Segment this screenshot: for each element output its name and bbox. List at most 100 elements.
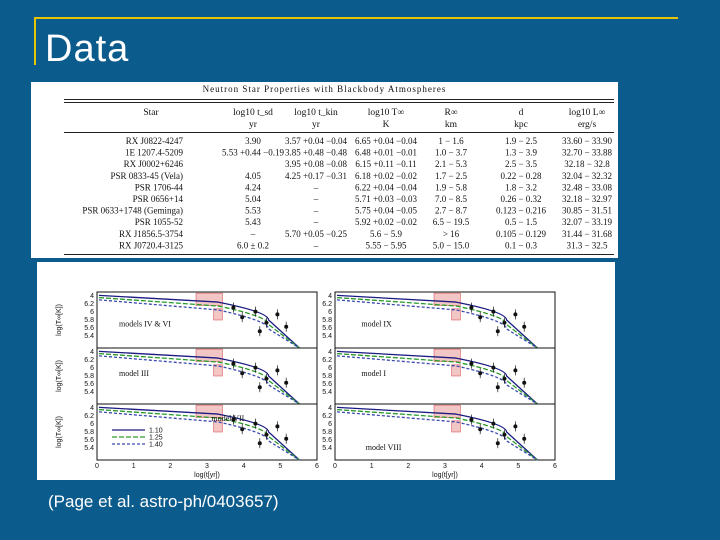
- table-header-3: log10 T∞: [368, 108, 405, 118]
- table-cell-r2-c5: 2.5 − 3.5: [505, 159, 538, 169]
- table-header-6: log10 L∞: [569, 108, 606, 118]
- y-tick-label: 6.2: [322, 301, 332, 308]
- table-header-unit-6: erg/s: [578, 120, 597, 130]
- data-point: [264, 320, 269, 325]
- table-cell-r0-c5: 1.9 − 2.5: [505, 136, 538, 146]
- data-point: [231, 417, 236, 422]
- table-cell-r8-c3: 5.6 − 5.9: [370, 229, 403, 239]
- cooling-curve: [336, 408, 538, 461]
- y-axis-label: log(T∞[K]): [56, 360, 63, 392]
- data-point: [495, 441, 500, 446]
- y-tick-label: 5.8: [322, 317, 332, 324]
- table-cell-r5-c2: –: [313, 194, 319, 204]
- table-cell-r5-c1: 5.04: [245, 194, 261, 204]
- cooling-curve: [98, 355, 300, 405]
- x-tick-label: 6: [553, 463, 557, 470]
- legend-label: 1.25: [149, 435, 163, 442]
- table-cell-r3-c4: 1.7 − 2.5: [435, 171, 468, 181]
- data-point: [253, 309, 258, 314]
- table-cell-r7-c0: PSR 1055-52: [135, 217, 183, 227]
- table-cell-r9-c4: 5.0 − 15.0: [433, 240, 470, 250]
- data-point: [253, 421, 258, 426]
- slide-title: Data: [45, 28, 130, 70]
- table-cell-r0-c6: 33.60 − 33.90: [562, 136, 613, 146]
- plot-panel-5: model VIII 46.265.85.65.4: [322, 403, 556, 461]
- table-cell-r9-c3: 5.55 − 5.95: [365, 240, 407, 250]
- table-rule-bottom: [64, 254, 614, 255]
- table-header-unit-3: K: [383, 120, 390, 130]
- data-point: [513, 424, 518, 429]
- cooling-curve: [98, 352, 300, 405]
- y-tick-label: 5.8: [84, 317, 94, 324]
- x-tick-label: 4: [480, 463, 484, 470]
- table-cell-r8-c2: 5.70 +0.05 −0.25: [285, 229, 347, 239]
- data-point: [240, 315, 245, 320]
- observation-box: [433, 404, 461, 418]
- table-cell-r0-c2: 3.57 +0.04 −0.04: [285, 136, 347, 146]
- y-tick-label: 6.2: [322, 357, 332, 364]
- table-cell-r2-c0: RX J0002+6246: [124, 159, 184, 169]
- y-tick-label: 4: [90, 293, 94, 300]
- table-cell-r1-c6: 32.70 − 33.88: [562, 148, 613, 158]
- y-tick-label: 6: [90, 309, 94, 316]
- table-cell-r1-c5: 1.3 − 3.9: [505, 148, 538, 158]
- table-cell-r9-c0: RX J0720.4-3125: [119, 240, 184, 250]
- data-point: [284, 324, 289, 329]
- data-point: [495, 385, 500, 390]
- table-cell-r5-c6: 32.18 − 32.97: [562, 194, 613, 204]
- x-tick-label: 2: [168, 463, 172, 470]
- table-cell-r8-c1: –: [250, 229, 256, 239]
- data-point: [513, 312, 518, 317]
- data-point: [231, 361, 236, 366]
- panel-label: model III: [119, 369, 149, 378]
- plot-panel-4: model VII 46.265.85.65.4: [84, 403, 318, 461]
- y-tick-label: 6: [90, 365, 94, 372]
- x-tick-label: 5: [516, 463, 520, 470]
- table-cell-r6-c6: 30.85 − 31.51: [562, 206, 612, 216]
- y-tick-label: 5.4: [84, 389, 94, 396]
- data-point: [264, 376, 269, 381]
- cooling-curve: [336, 352, 538, 405]
- y-tick-label: 5.4: [84, 445, 94, 452]
- observation-box: [451, 308, 461, 321]
- x-tick-label: 4: [242, 463, 246, 470]
- plot-panel-2: model III 46.265.85.65.4: [84, 347, 318, 405]
- x-tick-label: 3: [205, 463, 209, 470]
- table-cell-r4-c4: 1.9 − 5.8: [435, 182, 468, 192]
- table-rule-header: [64, 132, 614, 133]
- y-tick-label: 5.8: [322, 373, 332, 380]
- table-cell-r4-c6: 32.48 − 33.08: [562, 182, 613, 192]
- data-point: [231, 305, 236, 310]
- x-tick-label: 1: [132, 463, 136, 470]
- data-point: [502, 376, 507, 381]
- x-tick-label: 0: [333, 463, 337, 470]
- data-point: [240, 427, 245, 432]
- table-title: Neutron Star Properties with Blackbody A…: [202, 84, 447, 94]
- table-cell-r3-c1: 4.05: [245, 171, 261, 181]
- data-point: [513, 368, 518, 373]
- table-cell-r9-c6: 31.3 − 32.5: [566, 240, 608, 250]
- table-cell-r8-c4: > 16: [443, 229, 460, 239]
- table-cell-r4-c0: PSR 1706-44: [135, 182, 184, 192]
- data-point: [257, 441, 262, 446]
- y-tick-label: 4: [328, 293, 332, 300]
- observation-box: [195, 348, 223, 362]
- table-cell-r4-c1: 4.24: [245, 182, 261, 192]
- data-point: [522, 436, 527, 441]
- y-tick-label: 5.6: [84, 325, 94, 332]
- data-point: [495, 329, 500, 334]
- data-point: [502, 320, 507, 325]
- table-cell-r6-c3: 5.75 +0.04 −0.05: [355, 206, 417, 216]
- y-tick-label: 4: [328, 349, 332, 356]
- table-cell-r1-c3: 6.48 +0.01 −0.01: [355, 148, 417, 158]
- panel-label: model VIII: [366, 443, 402, 452]
- table-header-0: Star: [143, 108, 159, 118]
- table-cell-r1-c1: 5.53 +0.44 −0.19: [222, 148, 284, 158]
- y-tick-label: 6: [328, 365, 332, 372]
- observation-box: [433, 348, 461, 362]
- data-point: [478, 427, 483, 432]
- data-point: [257, 385, 262, 390]
- data-point: [275, 368, 280, 373]
- table-header-unit-1: yr: [249, 120, 258, 130]
